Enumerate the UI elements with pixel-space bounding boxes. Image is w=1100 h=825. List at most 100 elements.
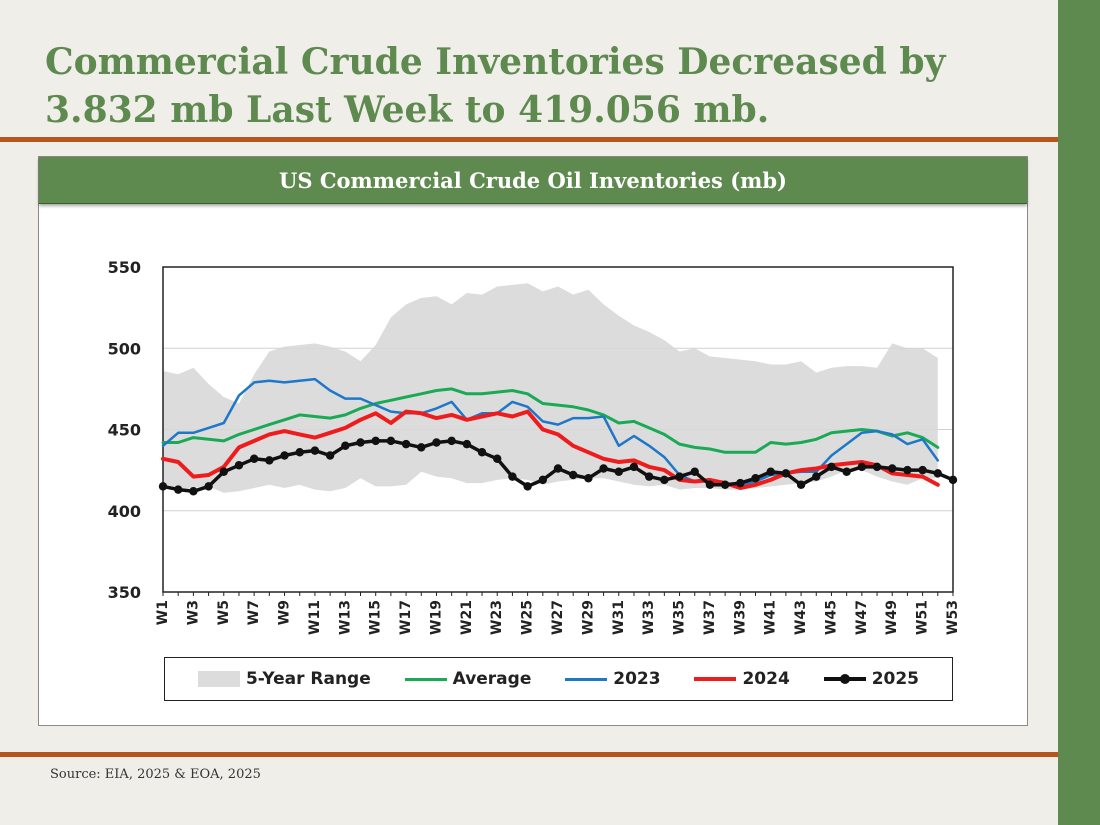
- legend-label-2023: 2023: [613, 669, 661, 689]
- x-tick-label-W7: W7: [246, 600, 262, 625]
- range-band: [163, 283, 938, 493]
- series-2025-point-w28: [568, 470, 578, 480]
- legend-item-2025: 2025: [823, 669, 920, 689]
- x-tick-label-W37: W37: [702, 600, 718, 635]
- x-tick-label-W35: W35: [672, 600, 688, 635]
- x-tick-label-W15: W15: [368, 600, 384, 635]
- series-2025-point-w24: [508, 472, 517, 481]
- series-2025-point-w41: [766, 467, 775, 476]
- x-tick-label-W23: W23: [489, 600, 505, 635]
- series-2025-point-w25: [523, 482, 532, 491]
- legend-label-2024: 2024: [742, 669, 790, 689]
- x-tick-label-W9: W9: [277, 600, 293, 625]
- series-2025-point-w19: [432, 438, 441, 447]
- x-tick-label-W11: W11: [307, 600, 323, 635]
- series-2025-point-w42: [781, 469, 791, 478]
- chart-title: US Commercial Crude Oil Inventories (mb): [39, 157, 1027, 204]
- slide-title: Commercial Crude Inventories Decreased b…: [45, 38, 1045, 134]
- series-2025-point-w52: [933, 469, 943, 478]
- series-2025-point-w36: [690, 467, 699, 476]
- series-2025-point-w38: [720, 480, 730, 489]
- x-tick-label-W1: W1: [155, 600, 171, 625]
- x-tick-label-W41: W41: [763, 600, 779, 635]
- x-tick-label-W3: W3: [185, 600, 201, 625]
- series-line-average: [161, 387, 940, 454]
- x-tick-label-W33: W33: [641, 600, 657, 635]
- series-2025-point-w30: [599, 464, 608, 473]
- x-tick-label-W13: W13: [337, 600, 353, 635]
- series-2025-point-w5: [219, 467, 228, 476]
- top-divider: [0, 137, 1058, 142]
- series-2025-point-w6: [234, 461, 244, 470]
- series-2025-point-w27: [553, 464, 563, 473]
- series-2025-point-w47: [857, 462, 867, 472]
- x-tick-label-W29: W29: [580, 600, 596, 635]
- bottom-divider: [0, 752, 1058, 757]
- x-tick-label-W27: W27: [550, 600, 566, 635]
- series-2025-point-w18: [417, 443, 426, 452]
- series-2025-point-w1: [158, 482, 168, 491]
- series-line-2024: [161, 409, 940, 490]
- series-2025-point-w11: [310, 446, 320, 455]
- series-2025-point-w21: [462, 439, 472, 449]
- series-2025-point-w20: [447, 436, 456, 446]
- series-2025-point-w23: [493, 454, 502, 463]
- legend-swatch-2023: [565, 677, 608, 681]
- legend-swatch-range: [197, 671, 240, 687]
- x-tick-label-W19: W19: [428, 600, 444, 635]
- legend-swatch-2024: [694, 677, 737, 681]
- series-2025-point-w29: [584, 474, 593, 483]
- inventory-chart: 350 400 450 500 550 W1 W3 W5 W7 W9 W11 W13 W15 W17 W19…: [108, 258, 961, 635]
- x-tick-label-W51: W51: [915, 600, 931, 635]
- series-2025-point-w34: [660, 475, 669, 485]
- x-tick-label-W25: W25: [520, 600, 536, 635]
- series-2025-point-w44: [812, 472, 821, 481]
- series-2025-point-w15: [371, 436, 380, 446]
- legend-item-2024: 2024: [694, 669, 790, 689]
- y-tick-label-400: 400: [108, 502, 141, 521]
- legend-label-2025: 2025: [871, 669, 920, 689]
- series-2025-point-w50: [903, 465, 912, 475]
- series-2025-point-w26: [538, 475, 548, 485]
- series-2025-point-w48: [872, 462, 882, 472]
- series-2025-point-w46: [842, 467, 851, 476]
- x-tick-label-W5: W5: [216, 600, 232, 625]
- series-2025-point-w51: [918, 465, 927, 475]
- series-2025-point-w2: [173, 485, 183, 494]
- series-2025-point-w10: [295, 448, 304, 457]
- series-2025-point-w31: [614, 467, 623, 476]
- series-2025-point-w53: [948, 475, 958, 485]
- series-2025-point-w35: [675, 472, 684, 481]
- legend-item-range: 5-Year Range: [197, 669, 371, 689]
- series-2025-point-w49: [888, 464, 897, 473]
- series-2025-point-w17: [401, 439, 411, 449]
- series-2025-point-w16: [386, 436, 396, 446]
- legend-item-average: Average: [404, 669, 532, 689]
- y-tick-label-450: 450: [108, 421, 141, 440]
- x-tick-label-W43: W43: [793, 600, 809, 635]
- series-2025-point-w13: [341, 441, 350, 450]
- chart-frame: US Commercial Crude Oil Inventories (mb)…: [38, 156, 1028, 726]
- series-line-2023: [161, 377, 940, 487]
- legend-label-range: 5-Year Range: [245, 669, 371, 689]
- y-tick-label-350: 350: [108, 583, 141, 602]
- series-2025-point-w3: [189, 487, 198, 496]
- legend-item-2023: 2023: [565, 669, 661, 689]
- series-2025-point-w7: [249, 454, 259, 463]
- y-tick-label-550: 550: [108, 258, 141, 277]
- x-tick-label-W31: W31: [611, 600, 627, 635]
- right-accent-bar: [1058, 0, 1100, 825]
- x-tick-label-W47: W47: [854, 600, 870, 635]
- series-2025-point-w22: [477, 448, 487, 457]
- series-2025-point-w32: [629, 462, 639, 472]
- x-tick-label-W39: W39: [732, 600, 748, 635]
- legend-label-average: Average: [452, 669, 532, 689]
- x-tick-label-W53: W53: [945, 600, 961, 635]
- series-2025-point-w8: [265, 456, 274, 465]
- x-tick-label-W49: W49: [884, 600, 900, 635]
- series-2025-point-w40: [751, 474, 760, 483]
- legend-swatch-average: [404, 677, 447, 681]
- series-2025-point-w12: [325, 451, 335, 460]
- slide-title-line-1: Commercial Crude Inventories Decreased b…: [45, 41, 946, 83]
- chart-legend: 5-Year Range Average 2023 2024 2025: [164, 657, 953, 701]
